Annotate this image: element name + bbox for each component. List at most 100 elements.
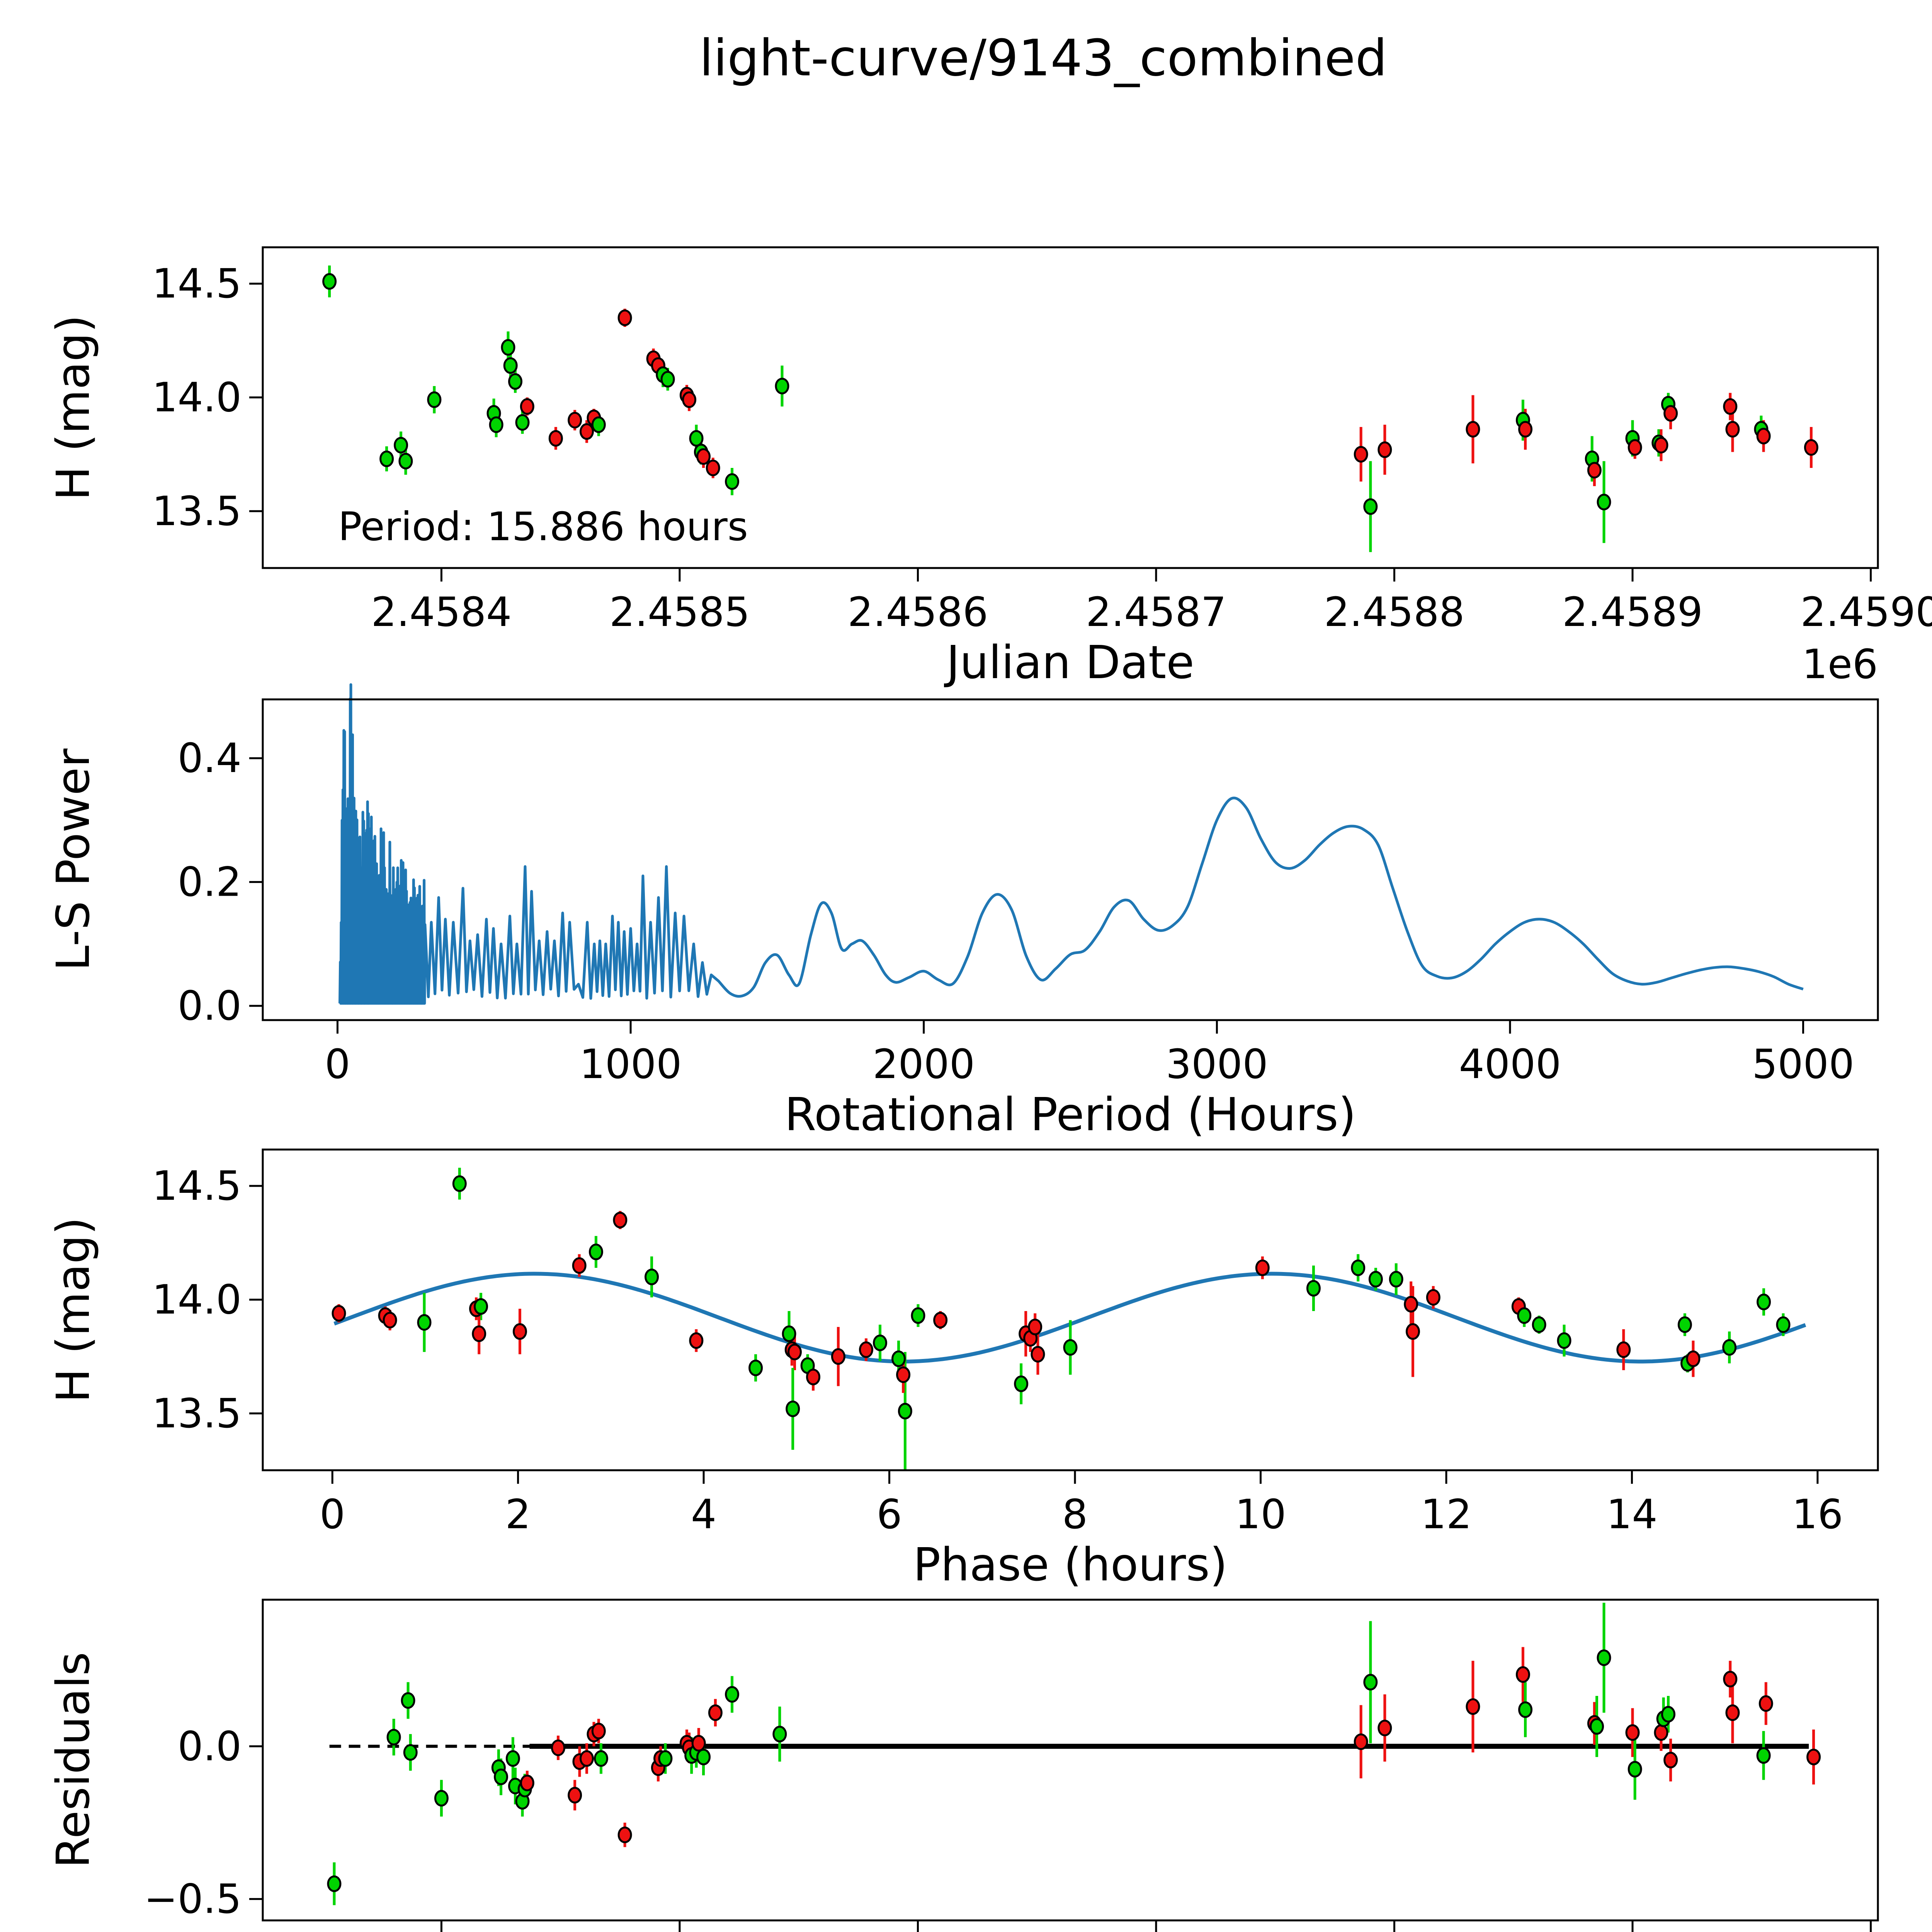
data-point-green xyxy=(775,378,789,395)
data-point-green xyxy=(489,416,503,433)
data-point-green xyxy=(494,1768,509,1785)
data-point-green xyxy=(1557,1332,1571,1349)
data-point-green xyxy=(401,1692,415,1709)
periodogram-line xyxy=(338,683,1804,1005)
data-point-green xyxy=(1722,1339,1737,1356)
data-point-red xyxy=(1518,421,1533,438)
data-point-green xyxy=(452,1175,467,1192)
x-tick-label: 2 xyxy=(505,1491,531,1538)
x-tick-label: 14 xyxy=(1606,1491,1657,1538)
data-point-red xyxy=(1255,1259,1270,1276)
jd-lightcurve-marks: 2.4584 2.4585 2.4586 2.4587 2.4588 2.4589 2.45… xyxy=(152,260,1932,636)
data-point-green xyxy=(503,357,518,374)
x-tick-label: 4000 xyxy=(1459,1041,1561,1088)
data-point-red xyxy=(1031,1346,1045,1363)
data-point-red xyxy=(1756,428,1771,445)
data-point-red xyxy=(1628,439,1642,456)
data-point-green xyxy=(1518,1701,1533,1718)
data-point-red xyxy=(1625,1724,1640,1741)
y-axis-title: H (mag) xyxy=(46,1217,100,1403)
data-point-red xyxy=(708,1704,723,1721)
data-point-red xyxy=(617,309,632,326)
data-point-red xyxy=(579,423,594,440)
x-tick-label: 0 xyxy=(320,1491,345,1538)
data-point-red xyxy=(896,1366,911,1383)
data-point-red xyxy=(1725,1704,1740,1721)
data-point-red xyxy=(591,1723,606,1740)
data-point-red xyxy=(383,1311,397,1328)
y-axis-title: H (mag) xyxy=(46,315,100,500)
data-point-green xyxy=(327,1875,342,1892)
data-point-red xyxy=(706,459,720,476)
data-point-green xyxy=(588,1243,603,1260)
panel-residuals: 2.45842.45852.45862.45872.45882.45892.45… xyxy=(46,1599,1879,1932)
x-axis-title: Rotational Period (Hours) xyxy=(784,1088,1356,1141)
data-point-green xyxy=(1517,1307,1532,1324)
data-point-green xyxy=(1756,1747,1771,1764)
x-tick-label: 2.4585 xyxy=(609,588,750,636)
x-tick-label: 2.4590 xyxy=(1801,588,1932,636)
data-point-green xyxy=(1597,1649,1611,1666)
data-point-red xyxy=(568,1787,582,1804)
data-point-green xyxy=(658,1750,673,1767)
data-point-green xyxy=(1776,1316,1791,1333)
data-point-green xyxy=(1351,1259,1366,1276)
data-point-green xyxy=(434,1790,449,1807)
x-tick-label: 8 xyxy=(1062,1491,1088,1538)
data-point-green xyxy=(594,1750,608,1767)
data-point-green xyxy=(873,1334,888,1351)
data-point-red xyxy=(1686,1350,1701,1367)
data-point-red xyxy=(1654,437,1668,454)
data-point-red xyxy=(682,391,697,408)
data-point-green xyxy=(505,1750,520,1767)
x-tick-label: 2.4587 xyxy=(1086,588,1226,636)
y-tick-label: 0.0 xyxy=(178,982,242,1029)
data-point-red xyxy=(1354,446,1368,463)
data-point-red xyxy=(568,412,582,429)
y-tick-label: 14.0 xyxy=(152,1276,242,1323)
data-point-red xyxy=(548,430,563,447)
data-point-green xyxy=(1757,1293,1771,1310)
residuals-marks: 2.45842.45852.45862.45872.45882.45892.45… xyxy=(144,1602,1872,1932)
data-point-red xyxy=(1723,398,1738,415)
data-point-green xyxy=(386,1729,401,1746)
data-point-red xyxy=(1404,1296,1418,1313)
panel-periodogram: 0 1000 2000 3000 4000 5000 0.0 0.2 0.4 Rotationa… xyxy=(46,683,1879,1141)
data-point-red xyxy=(1405,1323,1420,1340)
panel-jd-lightcurve: 2.4584 2.4585 2.4586 2.4587 2.4588 2.4589 2.45… xyxy=(46,246,1932,689)
data-point-green xyxy=(591,416,606,433)
data-point-red xyxy=(831,1348,845,1365)
data-point-green xyxy=(1661,1706,1675,1723)
data-point-red xyxy=(806,1369,821,1386)
data-point-red xyxy=(933,1311,948,1328)
data-point-red xyxy=(579,1750,594,1767)
data-point-green xyxy=(1590,1718,1604,1735)
y-tick-label: 13.5 xyxy=(152,1390,242,1437)
data-point-red xyxy=(1587,462,1602,479)
data-point-green xyxy=(501,339,515,356)
data-point-green xyxy=(1363,498,1378,515)
data-point-red xyxy=(551,1739,565,1756)
data-point-green xyxy=(1628,1761,1642,1778)
data-point-green xyxy=(1389,1271,1403,1288)
data-point-red xyxy=(1354,1733,1368,1750)
data-point-green xyxy=(911,1307,925,1324)
plot-frame xyxy=(262,698,1879,1021)
x-tick-label: 5000 xyxy=(1752,1041,1854,1088)
data-point-green xyxy=(898,1403,912,1420)
data-point-green xyxy=(322,273,337,290)
figure-title: light-curve/9143_combined xyxy=(699,29,1387,87)
data-point-green xyxy=(379,450,394,467)
y-tick-label: 14.5 xyxy=(152,260,242,307)
data-point-red xyxy=(332,1305,346,1322)
x-tick-label: 6 xyxy=(876,1491,902,1538)
data-point-green xyxy=(508,373,523,390)
data-point-red xyxy=(617,1827,632,1844)
data-point-red xyxy=(1426,1289,1440,1306)
data-point-red xyxy=(1654,1724,1668,1741)
data-point-green xyxy=(786,1400,800,1417)
data-point-green xyxy=(1306,1280,1321,1297)
data-point-red xyxy=(1663,1752,1678,1769)
y-tick-label: 13.5 xyxy=(152,488,242,535)
data-point-green xyxy=(748,1359,763,1376)
